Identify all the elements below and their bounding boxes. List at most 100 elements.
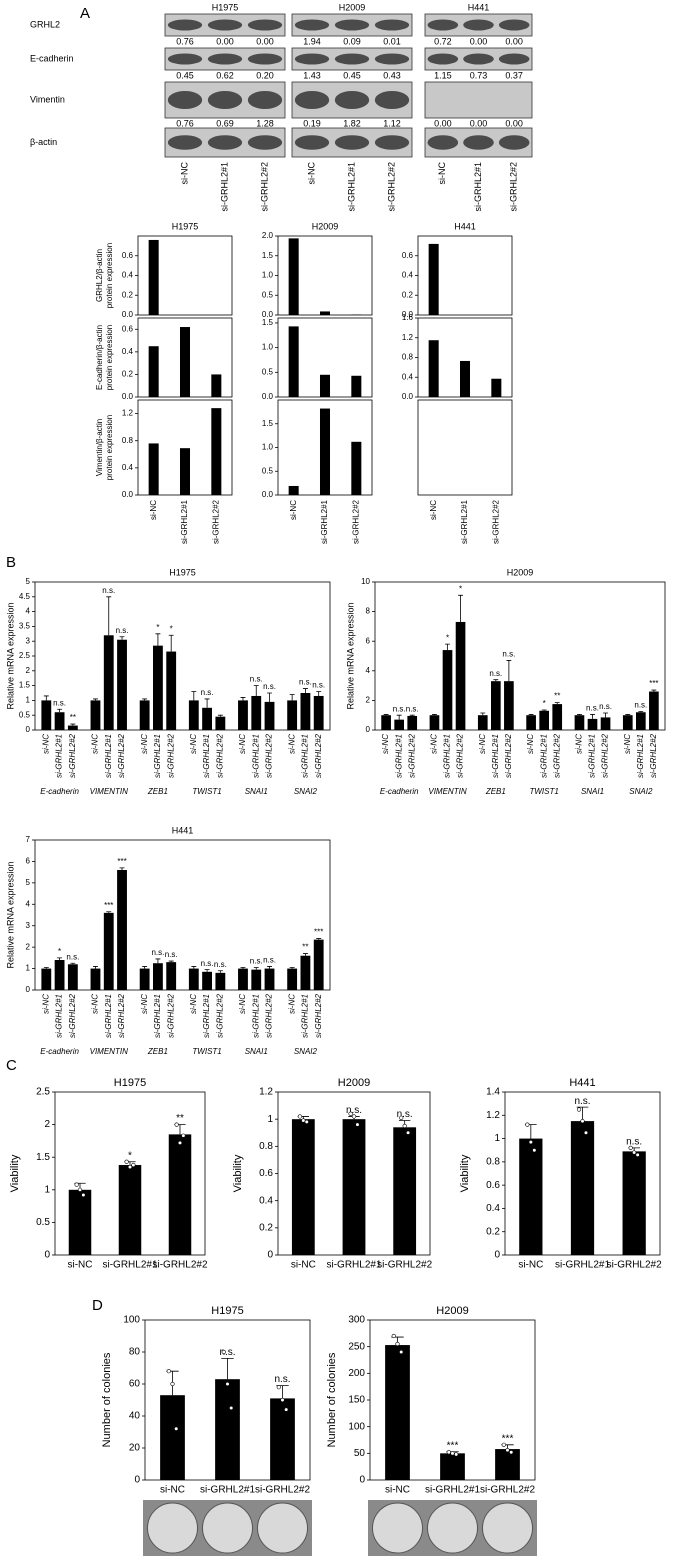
bar xyxy=(117,870,127,990)
quantification-value: 1.94 xyxy=(303,36,321,46)
quantification-value: 0.76 xyxy=(176,36,194,46)
y-tick-label: 0.4 xyxy=(402,372,414,381)
y-axis-label: GRHL2/β-actin xyxy=(95,249,104,302)
error-bar xyxy=(638,711,644,713)
blot-band xyxy=(374,53,410,65)
panel-label: D xyxy=(92,1297,103,1314)
error-bar xyxy=(289,694,295,701)
y-tick-label: 0 xyxy=(267,1250,273,1261)
y-tick-label: 4.5 xyxy=(19,592,31,601)
significance-label: n.s. xyxy=(66,952,79,961)
y-tick-label: 1.2 xyxy=(122,409,134,418)
y-tick-label: 1 xyxy=(26,964,31,973)
significance-label: n.s. xyxy=(102,586,115,595)
y-tick-label: 0.0 xyxy=(262,490,274,499)
error-bar xyxy=(70,723,76,726)
y-tick-label: 5 xyxy=(26,878,31,887)
data-point xyxy=(576,1107,582,1112)
bar xyxy=(622,715,633,730)
error-bar xyxy=(289,967,295,969)
quantification-value: 0.76 xyxy=(176,118,194,128)
significance-label: ** xyxy=(302,943,308,952)
bar xyxy=(90,968,101,990)
bar-label: si-NC xyxy=(41,734,50,754)
bar xyxy=(179,448,191,495)
y-tick-label: 0.5 xyxy=(19,710,31,719)
y-tick-label: 0 xyxy=(359,1475,365,1486)
bar-label: si-NC xyxy=(91,734,100,754)
error-bar xyxy=(603,712,608,718)
y-axis-label: Number of colonies xyxy=(101,1352,113,1447)
bar xyxy=(90,700,101,730)
significance-label: n.s. xyxy=(53,698,66,707)
error-bar xyxy=(409,714,415,716)
data-point xyxy=(304,1119,309,1124)
y-axis-label: E-cadherin/β-actin xyxy=(95,325,104,390)
lane-label: si-NC xyxy=(306,162,316,185)
quantification-value: 1.82 xyxy=(343,118,361,128)
chart-title: H2009 xyxy=(338,1077,370,1089)
x-tick-label: ZEB1 xyxy=(147,1047,168,1056)
blot-band xyxy=(294,19,330,31)
bar xyxy=(118,1165,142,1255)
bar xyxy=(313,695,324,730)
significance-label: n.s. xyxy=(626,1137,642,1148)
blot-band xyxy=(247,135,283,150)
blot-band xyxy=(167,53,203,65)
y-tick-label: 0.0 xyxy=(262,392,274,401)
chart-title: H441 xyxy=(569,1077,595,1089)
bar-label: si-NC xyxy=(287,734,296,754)
bar xyxy=(477,715,488,730)
y-tick-label: 0 xyxy=(494,1250,500,1261)
bar xyxy=(491,681,501,730)
error-bar xyxy=(217,714,223,717)
bar-label: si-NC xyxy=(526,734,535,754)
bar xyxy=(117,639,127,730)
x-tick-label: si-GRHL2#2 xyxy=(480,1485,535,1496)
y-tick-label: 1.0 xyxy=(262,443,274,452)
x-tick-label: VIMENTIN xyxy=(428,787,466,796)
bar xyxy=(319,408,331,495)
y-tick-label: 40 xyxy=(129,1411,141,1422)
significance-label: n.s. xyxy=(397,1109,413,1120)
bar xyxy=(552,704,563,730)
data-point xyxy=(351,1114,357,1119)
quantification-value: 0.37 xyxy=(505,70,523,80)
bar xyxy=(491,378,502,397)
y-tick-label: 0.0 xyxy=(122,392,134,401)
blot-band xyxy=(498,53,530,65)
blot-band xyxy=(498,19,530,31)
blot-band xyxy=(294,91,330,109)
data-point xyxy=(505,1448,510,1453)
error-bar xyxy=(302,953,308,956)
bar xyxy=(440,1453,465,1480)
y-axis-label: protein expression xyxy=(105,415,114,480)
significance-label: n.s. xyxy=(201,959,214,968)
data-point xyxy=(399,1115,404,1120)
x-tick-label: si-GRHL2#1 xyxy=(555,1260,610,1271)
significance-label: n.s. xyxy=(406,704,419,713)
quantification-value: 0.00 xyxy=(505,118,523,128)
y-tick-label: 2 xyxy=(26,942,31,951)
error-bar xyxy=(253,685,259,696)
blot-band xyxy=(374,135,410,150)
bar-label: si-GRHL2#2 xyxy=(649,733,658,778)
protein-label: Vimentin xyxy=(30,94,65,104)
x-tick-label: si-NC xyxy=(518,1260,543,1271)
bar xyxy=(103,635,114,730)
blot-band xyxy=(427,19,459,31)
y-tick-label: 0.5 xyxy=(36,1217,50,1228)
data-point xyxy=(225,1381,230,1387)
x-tick-label: SNAI1 xyxy=(245,1047,268,1056)
bar-label: si-NC xyxy=(189,994,198,1014)
bar-label: si-NC xyxy=(430,734,439,754)
bar xyxy=(526,715,536,730)
y-tick-label: 7 xyxy=(26,835,31,844)
y-tick-label: 100 xyxy=(123,1315,140,1326)
x-tick-label: E-cadherin xyxy=(40,787,79,796)
quantification-value: 0.43 xyxy=(383,70,401,80)
data-point xyxy=(450,1451,455,1456)
bar-label: si-GRHL2#2 xyxy=(117,733,126,778)
bar-label: si-GRHL2#2 xyxy=(407,733,416,778)
x-tick-label: si-GRHL2#1 xyxy=(200,1485,255,1496)
